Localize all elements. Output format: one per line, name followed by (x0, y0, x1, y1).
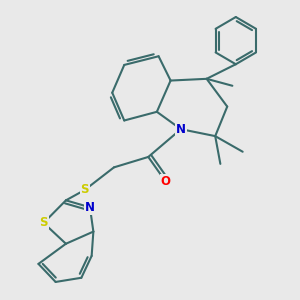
Text: S: S (80, 183, 89, 196)
Text: S: S (39, 216, 48, 230)
Text: N: N (176, 123, 186, 136)
Text: N: N (85, 201, 95, 214)
Text: O: O (160, 175, 170, 188)
